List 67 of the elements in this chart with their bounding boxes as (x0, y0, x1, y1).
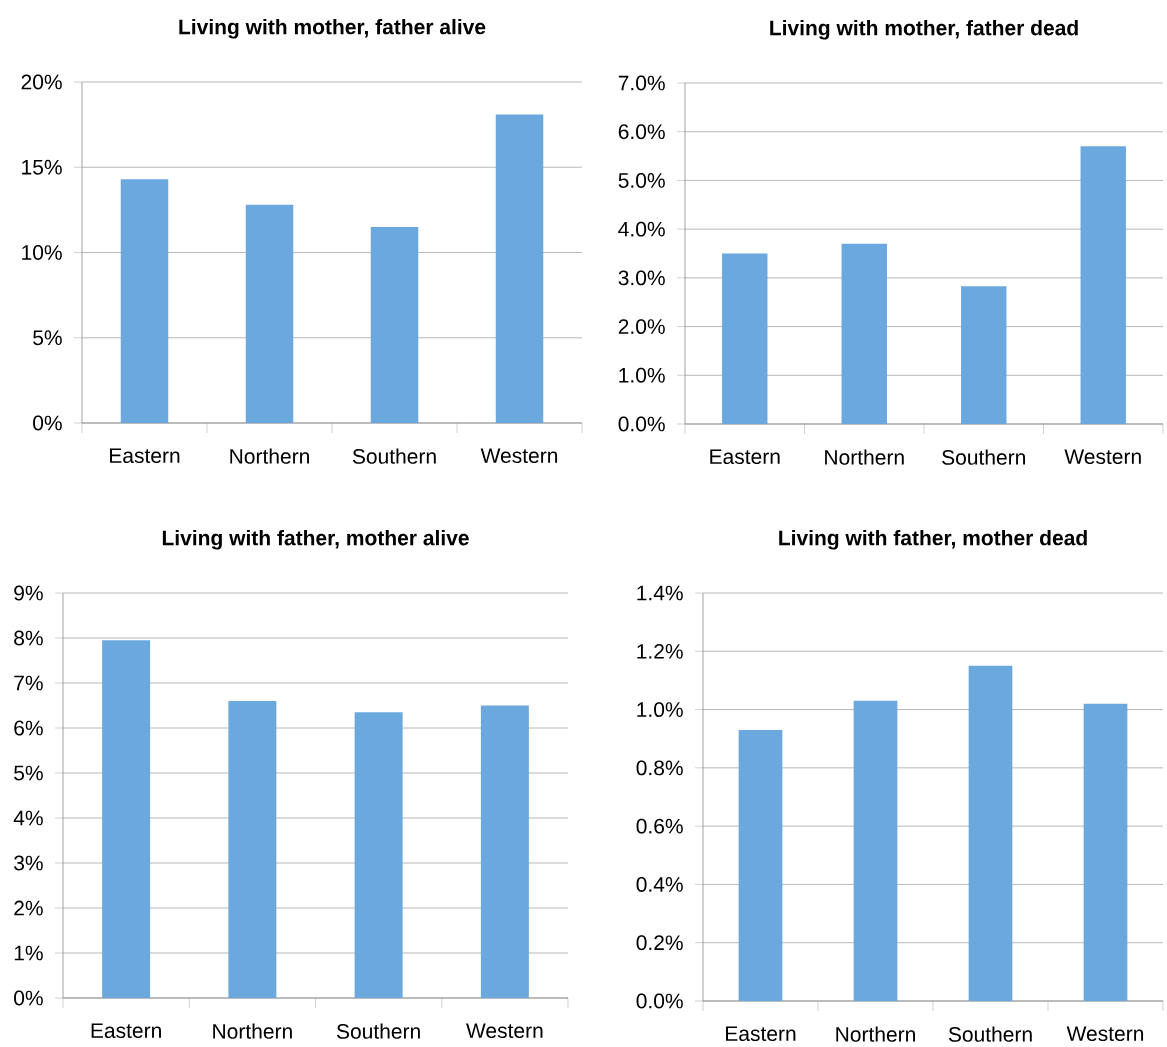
y-tick-label: 10% (22, 245, 62, 260)
y-tick-label: 0.0% (636, 993, 683, 1009)
bar (102, 640, 151, 998)
bar (722, 253, 768, 424)
y-tick-label: 8% (14, 630, 43, 646)
bar (1080, 146, 1126, 424)
bar (370, 226, 419, 423)
y-tick-label: 1.0% (637, 702, 683, 718)
y-tick-label: 7.0% (618, 75, 665, 91)
y-tick-label: 3.0% (618, 270, 665, 286)
x-tick-label: Eastern (726, 1026, 796, 1042)
bar (120, 179, 169, 423)
x-tick-label: Western (1064, 449, 1141, 465)
x-tick-label: Eastern (91, 1023, 161, 1039)
chart-title: Living with father, mother dead (779, 529, 1087, 550)
y-tick-label: 1.4% (637, 585, 683, 601)
x-tick-label: Southern (336, 1023, 420, 1039)
x-tick-label: Southern (942, 449, 1025, 465)
x-tick-label: Northern (825, 449, 904, 465)
chart-title: Living with father, mother alive (162, 529, 469, 550)
bar (961, 286, 1007, 424)
y-tick-label: 4.0% (618, 221, 665, 237)
y-tick-label: 1% (14, 945, 43, 961)
bar (354, 712, 403, 998)
x-tick-label: Eastern (110, 448, 180, 464)
y-tick-label: 6% (14, 720, 43, 736)
bar (738, 729, 783, 1001)
y-tick-label: 0.0% (618, 416, 665, 432)
bar (853, 700, 898, 1001)
bar (968, 665, 1013, 1001)
y-tick-label: 7% (14, 675, 43, 691)
x-tick-label: Northern (213, 1023, 292, 1039)
x-tick-label: Southern (352, 448, 436, 464)
x-tick-label: Northern (836, 1026, 915, 1042)
bar (495, 114, 544, 423)
y-tick-label: 4% (13, 810, 43, 826)
bar (1083, 703, 1128, 1001)
y-tick-label: 5% (14, 765, 43, 781)
y-tick-label: 1.0% (619, 367, 665, 383)
bar (228, 701, 277, 998)
y-tick-label: 0.2% (636, 935, 683, 951)
y-tick-label: 15% (22, 159, 62, 175)
bar (245, 204, 294, 423)
y-tick-label: 9% (14, 585, 43, 601)
y-tick-label: 0% (33, 415, 62, 431)
x-tick-label: Western (480, 448, 558, 464)
chart-title: Living with mother, father dead (770, 19, 1078, 40)
x-tick-label: Western (1066, 1026, 1144, 1042)
y-tick-label: 2% (14, 900, 43, 916)
y-tick-label: 3% (14, 855, 43, 871)
x-tick-label: Eastern (710, 449, 780, 465)
y-tick-label: 6.0% (618, 124, 665, 140)
y-tick-label: 2.0% (618, 319, 665, 335)
y-tick-label: 0% (14, 990, 43, 1006)
y-tick-label: 0.4% (636, 877, 683, 892)
x-tick-label: Western (466, 1023, 543, 1039)
y-tick-label: 5.0% (618, 173, 665, 188)
y-tick-label: 20% (21, 74, 62, 90)
y-tick-label: 5% (33, 330, 62, 346)
bar (841, 243, 887, 424)
x-tick-label: Northern (230, 448, 309, 464)
chart-title: Living with mother, father alive (179, 18, 486, 39)
y-tick-label: 0.6% (636, 818, 683, 834)
y-tick-label: 0.8% (636, 760, 683, 776)
bar (480, 705, 529, 998)
y-tick-label: 1.2% (637, 643, 683, 659)
x-tick-label: Southern (948, 1026, 1032, 1042)
